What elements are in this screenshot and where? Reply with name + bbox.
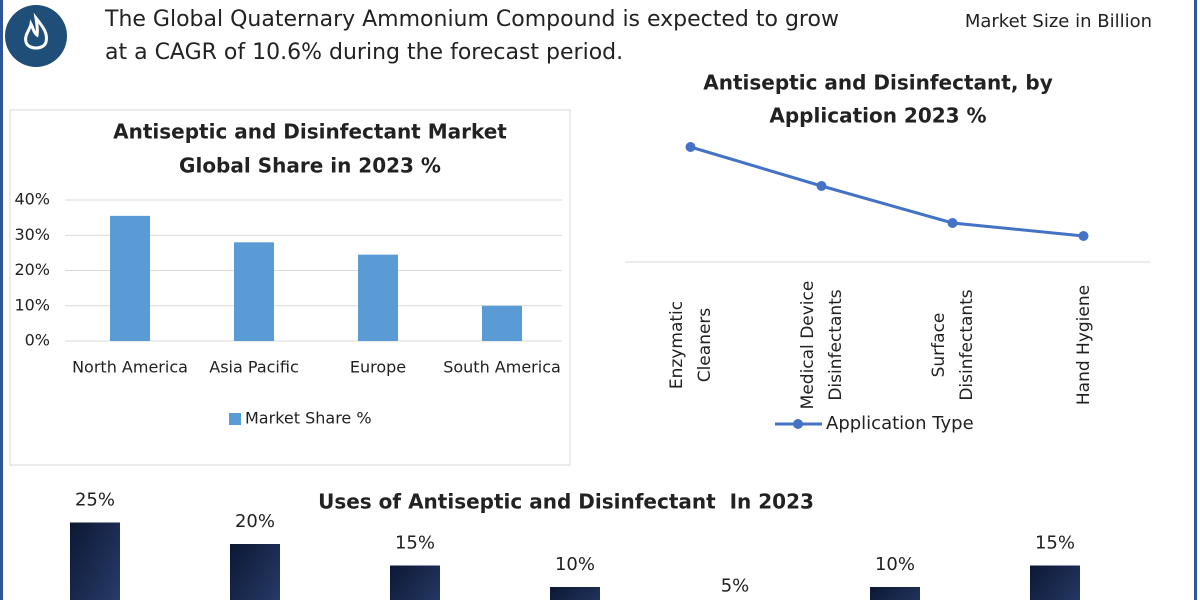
line-marker <box>816 181 827 191</box>
y-tick-label: 20% <box>14 260 50 279</box>
bar <box>230 544 280 600</box>
chart-title: Application 2023 % <box>769 104 986 128</box>
bar <box>70 522 120 600</box>
bar <box>390 565 440 600</box>
header-text: at a CAGR of 10.6% during the forecast p… <box>105 40 623 65</box>
x-tick-label: Enzymatic Cleaners <box>666 300 715 390</box>
legend-swatch <box>229 413 241 425</box>
line-marker <box>947 218 958 228</box>
bar <box>358 254 398 341</box>
y-tick-label: 30% <box>14 225 50 244</box>
bar <box>870 587 920 600</box>
right-border <box>1194 0 1197 600</box>
data-label: 5% <box>721 576 750 597</box>
y-tick-label: 40% <box>14 190 50 209</box>
header-note: Market Size in Billion <box>965 11 1152 32</box>
bar <box>550 587 600 600</box>
chart-title: Antiseptic and Disinfectant Market <box>113 120 507 144</box>
y-tick-label: 10% <box>14 295 50 314</box>
left-border <box>0 0 3 600</box>
line-marker <box>1078 231 1089 241</box>
legend-label: Application Type <box>826 413 974 434</box>
bar <box>482 305 522 341</box>
x-tick-label: Hand Hygiene <box>1073 284 1094 406</box>
x-tick-label: Medical Device Disinfectants <box>797 280 846 410</box>
data-label: 10% <box>555 554 595 575</box>
chart-title: Antiseptic and Disinfectant, by <box>703 71 1053 95</box>
data-label: 25% <box>75 490 115 511</box>
bar <box>234 242 274 341</box>
x-tick-label: Europe <box>350 358 406 377</box>
data-label: 20% <box>235 511 275 532</box>
legend-label: Market Share % <box>245 409 372 428</box>
y-tick-label: 0% <box>25 331 50 350</box>
chart-title: Uses of Antiseptic and Disinfectant In 2… <box>318 490 814 514</box>
line-marker <box>685 142 696 152</box>
data-label: 10% <box>875 554 915 575</box>
logo-flame <box>24 12 48 50</box>
header-text: The Global Quaternary Ammonium Compound … <box>104 7 839 32</box>
bar <box>110 215 150 341</box>
x-tick-label: Asia Pacific <box>209 358 298 377</box>
data-label: 15% <box>1035 533 1075 554</box>
chart-frame <box>9 109 571 466</box>
data-label: 15% <box>395 533 435 554</box>
x-tick-label: Surface Disinfectants <box>928 289 977 401</box>
x-tick-label: North America <box>72 358 188 377</box>
x-tick-label: South America <box>443 358 561 377</box>
line <box>690 145 1084 238</box>
bar <box>1030 565 1080 600</box>
chart-title: Global Share in 2023 % <box>179 154 441 178</box>
legend-marker <box>793 419 803 429</box>
